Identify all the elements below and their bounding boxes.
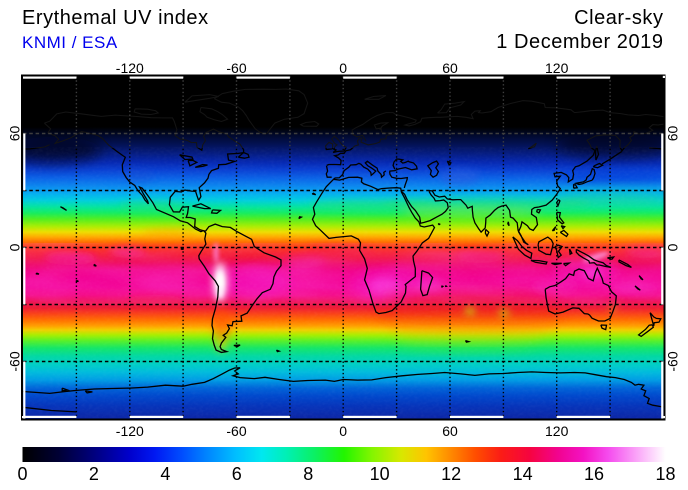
svg-text:4: 4 bbox=[160, 464, 170, 484]
svg-text:-60: -60 bbox=[665, 351, 681, 371]
svg-text:Erythemal UV index: Erythemal UV index bbox=[22, 7, 209, 29]
svg-text:6: 6 bbox=[232, 464, 242, 484]
svg-text:18: 18 bbox=[655, 464, 675, 484]
svg-text:120: 120 bbox=[545, 423, 569, 439]
svg-text:1 December 2019: 1 December 2019 bbox=[496, 31, 663, 53]
svg-text:0: 0 bbox=[17, 464, 27, 484]
svg-text:2: 2 bbox=[89, 464, 99, 484]
svg-text:Clear-sky: Clear-sky bbox=[574, 7, 663, 29]
svg-text:16: 16 bbox=[584, 464, 604, 484]
svg-text:-60: -60 bbox=[226, 60, 246, 76]
svg-text:-60: -60 bbox=[7, 351, 23, 371]
svg-text:60: 60 bbox=[7, 126, 23, 142]
svg-text:KNMI / ESA: KNMI / ESA bbox=[22, 33, 118, 52]
svg-text:-120: -120 bbox=[116, 423, 144, 439]
svg-text:-120: -120 bbox=[116, 60, 144, 76]
svg-text:0: 0 bbox=[7, 243, 23, 251]
svg-text:10: 10 bbox=[370, 464, 390, 484]
svg-text:120: 120 bbox=[545, 60, 569, 76]
svg-text:14: 14 bbox=[513, 464, 533, 484]
svg-text:60: 60 bbox=[665, 126, 681, 142]
svg-text:60: 60 bbox=[442, 423, 458, 439]
svg-text:0: 0 bbox=[339, 60, 347, 76]
svg-text:-60: -60 bbox=[226, 423, 246, 439]
svg-text:12: 12 bbox=[441, 464, 461, 484]
svg-text:60: 60 bbox=[442, 60, 458, 76]
svg-text:8: 8 bbox=[303, 464, 313, 484]
svg-text:0: 0 bbox=[339, 423, 347, 439]
svg-text:0: 0 bbox=[665, 243, 681, 251]
